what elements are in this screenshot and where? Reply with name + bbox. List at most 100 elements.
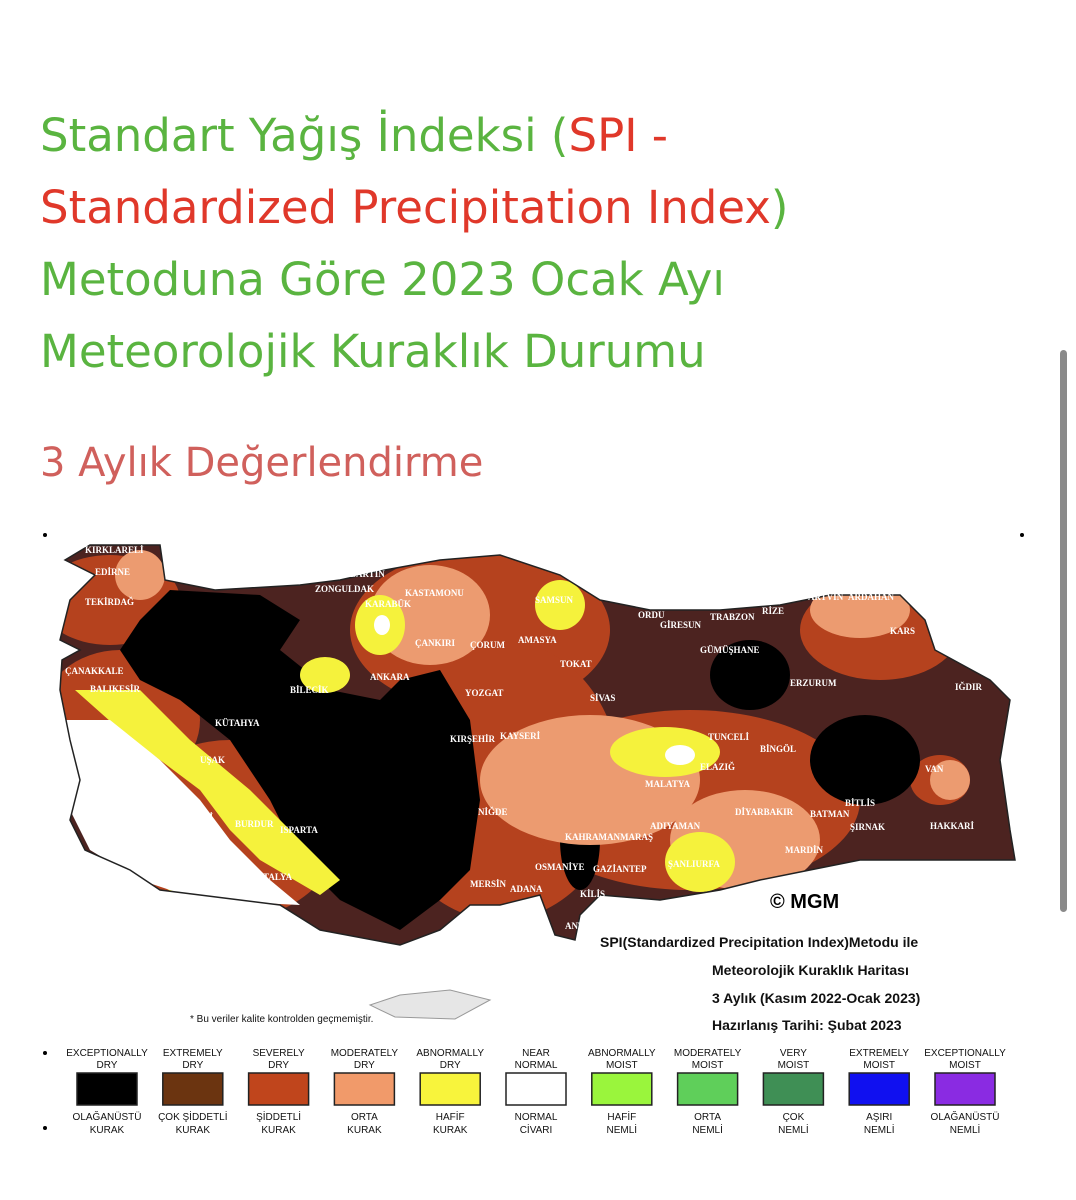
legend-en: MODERATELY: [674, 1048, 742, 1059]
title-segment: SPI -: [568, 109, 669, 162]
legend-swatch: [505, 1072, 567, 1106]
city-label: ANKARA: [370, 672, 410, 682]
legend-tr: KURAK: [90, 1125, 125, 1136]
city-label: AMASYA: [518, 635, 557, 645]
legend-tr: KURAK: [261, 1125, 296, 1136]
caption-line: Meteorolojik Kuraklık Haritası: [712, 962, 909, 978]
legend-tr: HAFİF: [436, 1110, 465, 1123]
city-label: EDİRNE: [95, 567, 130, 577]
legend-en: MOIST: [778, 1060, 810, 1071]
legend-en: SEVERELY: [253, 1048, 305, 1059]
title-line: Metoduna Göre 2023 Ocak Ayı: [40, 244, 788, 316]
legend-en: MOIST: [863, 1060, 895, 1071]
city-label: KASTAMONU: [405, 588, 464, 598]
city-label: İZMİR: [90, 777, 119, 787]
city-label: BİNGÖL: [760, 744, 796, 754]
city-label: ERZURUM: [790, 678, 837, 688]
city-label: ÇANKIRI: [415, 638, 456, 648]
city-label: KÜTAHYA: [215, 718, 260, 728]
caption-line: Hazırlanış Tarihi: Şubat 2023: [712, 1017, 902, 1033]
legend-en: DRY: [440, 1060, 461, 1071]
title-line: Standardized Precipitation Index): [40, 172, 788, 244]
legend-swatch: [762, 1072, 825, 1106]
legend-tr: AŞIRI: [866, 1112, 892, 1123]
city-label: NİĞDE: [478, 807, 508, 817]
city-label: ŞIRNAK: [850, 822, 885, 832]
legend-en: NEAR: [522, 1048, 550, 1059]
legend-tr: ŞİDDETLİ: [256, 1110, 301, 1123]
city-label: ADANA: [510, 884, 543, 894]
city-label: KAHRAMANMARAŞ: [565, 832, 653, 842]
caption-line: 3 Aylık (Kasım 2022-Ocak 2023): [712, 990, 920, 1006]
legend-en: ABNORMALLY: [588, 1048, 656, 1059]
legend-en: DRY: [354, 1060, 375, 1071]
note: * Bu veriler kalite kontrolden geçmemişt…: [190, 1014, 373, 1025]
scrollbar[interactable]: [1060, 350, 1067, 912]
legend-en: NORMAL: [515, 1060, 558, 1071]
city-label: BARTIN: [350, 569, 385, 579]
city-label: KIRŞEHİR: [450, 734, 496, 744]
city-label: ANTALYA: [250, 872, 293, 882]
city-label: TUNCELİ: [708, 732, 750, 742]
city-label: MALATYA: [645, 779, 691, 789]
city-label: BİTLİS: [845, 798, 875, 808]
legend-tr: NEMLİ: [778, 1123, 809, 1136]
corner-dot: [43, 1126, 47, 1130]
legend-tr: ÇOK: [783, 1112, 805, 1123]
legend-tr: NEMLİ: [692, 1123, 723, 1136]
legend-swatch: [848, 1072, 910, 1106]
city-label: ŞANLIURFA: [668, 859, 720, 869]
legend-tr: ORTA: [351, 1112, 378, 1123]
legend-tr: NORMAL: [515, 1112, 558, 1123]
title-line: Standart Yağış İndeksi (SPI -: [40, 100, 788, 172]
city-label: KİLİS: [580, 889, 605, 899]
legend-en: EXCEPTIONALLY: [66, 1048, 148, 1059]
copyright: © MGM: [770, 891, 839, 913]
title-segment: Meteorolojik Kuraklık Durumu: [40, 325, 706, 378]
legend-en: DRY: [268, 1060, 289, 1071]
legend-en: ABNORMALLY: [416, 1048, 484, 1059]
city-label: KARS: [890, 626, 915, 636]
city-label: RİZE: [762, 606, 784, 616]
title-segment: Standart Yağış İndeksi (: [40, 109, 569, 162]
corner-dot: [43, 1051, 47, 1055]
city-label: ISPARTA: [280, 825, 318, 835]
city-label: DİYARBAKIR: [735, 807, 794, 817]
page-title: Standart Yağış İndeksi (SPI - Standardize…: [40, 100, 788, 388]
city-label: GİRESUN: [660, 620, 702, 630]
city-label: SİNOP: [488, 545, 516, 555]
city-label: GAZİANTEP: [593, 864, 647, 874]
city-label: TOKAT: [560, 659, 592, 669]
city-label: ARTVİN: [808, 592, 844, 602]
city-label: MERSİN: [470, 879, 507, 889]
legend-en: EXCEPTIONALLY: [924, 1048, 1006, 1059]
city-label: BURDUR: [235, 819, 274, 829]
city-label: OSMANİYE: [535, 862, 585, 872]
city-label: MUĞLA: [135, 845, 170, 855]
corner-dot: [43, 533, 47, 537]
city-label: TEKİRDAĞ: [85, 597, 134, 607]
city-label: KIRKLARELİ: [85, 545, 144, 555]
legend-swatch: [676, 1072, 739, 1106]
city-label: BATMAN: [810, 809, 850, 819]
legend-swatch: [591, 1072, 653, 1106]
city-label: KARABÜK: [365, 599, 411, 609]
legend-en: EXTREMELY: [163, 1048, 223, 1059]
cyprus: [368, 989, 492, 1020]
caption-line: SPI(Standardized Precipitation Index)Met…: [600, 934, 918, 950]
legend-tr: HAFİF: [607, 1110, 636, 1123]
city-label: UŞAK: [200, 755, 225, 765]
city-label: IĞDIR: [955, 682, 983, 692]
map-fill: [60, 545, 1015, 945]
legend-en: DRY: [182, 1060, 203, 1071]
page-subtitle: 3 Aylık Değerlendirme: [40, 440, 484, 486]
city-label: ÇANAKKALE: [65, 666, 124, 676]
city-label: KAYSERİ: [500, 731, 541, 741]
city-label: SAMSUN: [535, 595, 574, 605]
legend-tr: NEMLİ: [950, 1123, 981, 1136]
legend-en: EXTREMELY: [849, 1048, 909, 1059]
legend-tr: CİVARI: [520, 1123, 553, 1136]
city-label: ARDAHAN: [848, 592, 894, 602]
legend-en: DRY: [97, 1060, 118, 1071]
